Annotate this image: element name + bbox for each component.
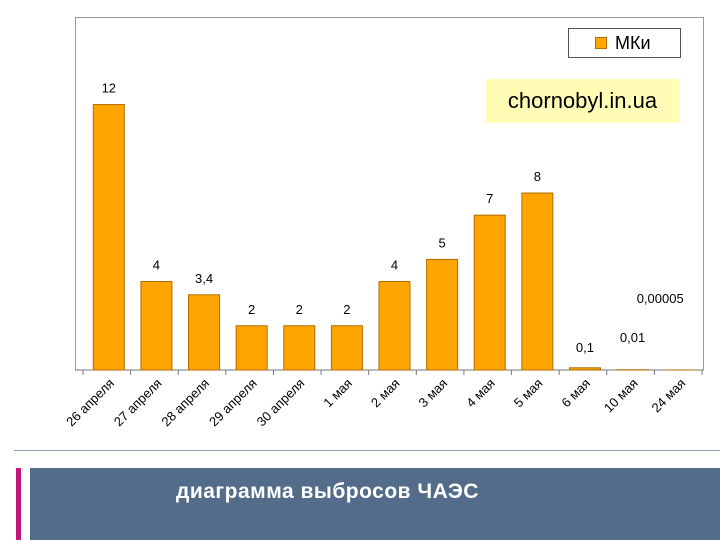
bar	[426, 258, 459, 371]
legend-label: МКи	[615, 32, 651, 53]
footer-accent	[16, 468, 21, 540]
x-tick-label: 2 мая	[368, 376, 403, 411]
data-label: 2	[296, 302, 303, 317]
source-watermark: chornobyl.in.ua	[486, 79, 679, 123]
x-tick-label: 30 апреля	[254, 376, 308, 430]
data-label: 0,00005	[637, 291, 684, 306]
x-tick-label: 29 апреля	[206, 376, 260, 430]
data-label: 0,1	[576, 340, 594, 355]
bar	[473, 214, 506, 371]
data-label: 2	[343, 302, 350, 317]
slide-title: диаграмма выбросов ЧАЭС	[176, 480, 479, 503]
data-label: 3,4	[195, 271, 213, 286]
bar	[235, 325, 268, 371]
bar-chart: 12 26 апреля 4 27 апреля 3,4 28 апреля 2 29 апр…	[63, 81, 704, 430]
bar	[140, 281, 173, 371]
x-tick-label: 28 апреля	[158, 376, 212, 430]
x-tick-label: 5 мая	[511, 376, 546, 411]
data-label: 8	[534, 169, 541, 184]
data-label: 4	[153, 258, 160, 273]
bar	[521, 192, 554, 371]
bar	[92, 104, 125, 371]
divider-line	[14, 450, 720, 451]
chart-plot-area	[75, 17, 704, 370]
x-tick-label: 4 мая	[463, 376, 498, 411]
x-tick-label: 3 мая	[416, 376, 451, 411]
data-label: 7	[486, 191, 493, 206]
x-tick-label: 10 мая	[601, 376, 641, 416]
bar	[378, 281, 411, 371]
x-tick-label: 24 мая	[649, 376, 689, 416]
x-tick-label: 1 мая	[320, 376, 355, 411]
bar	[283, 325, 316, 371]
bar	[188, 294, 221, 371]
chart-legend: МКи	[568, 28, 681, 58]
legend-swatch	[595, 37, 607, 49]
footer-bar	[30, 468, 720, 540]
x-tick-label: 6 мая	[558, 376, 593, 411]
data-label: 0,01	[620, 330, 645, 345]
data-label: 2	[248, 302, 255, 317]
bar	[330, 325, 363, 371]
data-label: 12	[102, 81, 116, 96]
data-label: 5	[438, 235, 445, 250]
data-label: 4	[391, 258, 398, 273]
x-tick-label: 27 апреля	[111, 376, 165, 430]
x-tick-label: 26 апреля	[63, 376, 117, 430]
bar	[568, 367, 601, 371]
